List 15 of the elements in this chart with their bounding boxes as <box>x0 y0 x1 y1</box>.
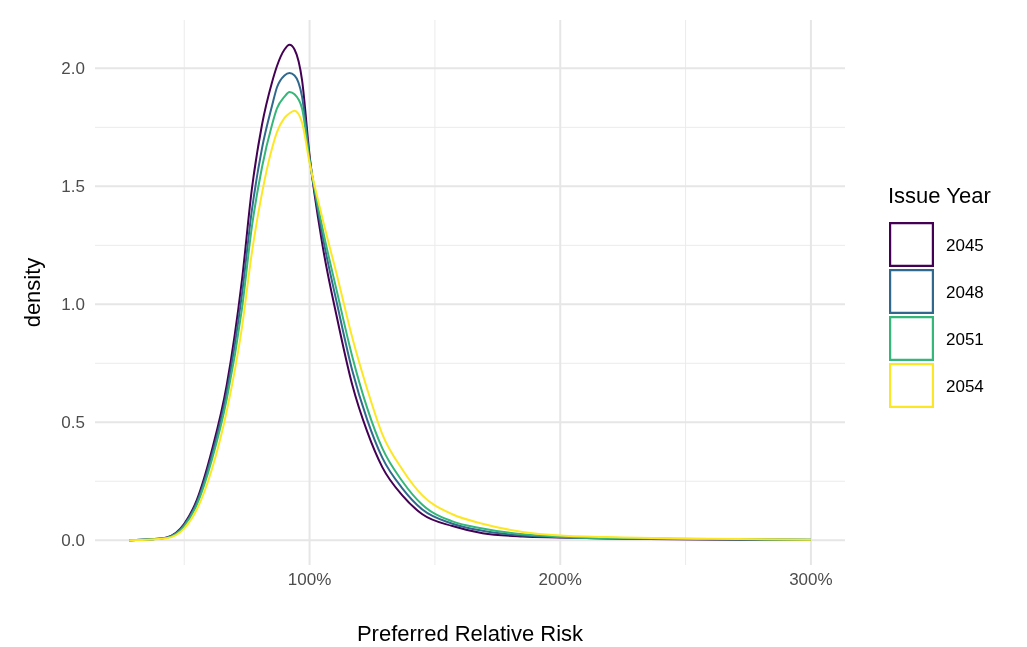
y-tick-label: 1.0 <box>61 295 85 315</box>
y-axis-title: density <box>20 257 45 328</box>
y-tick-label: 0.0 <box>61 531 85 551</box>
legend-label: 2048 <box>946 283 984 302</box>
x-axis-title: Preferred Relative Risk <box>356 621 585 646</box>
x-tick-label: 300% <box>789 570 833 589</box>
y-tick-label: 2.0 <box>61 59 85 79</box>
y-tick-label: 0.5 <box>61 413 85 433</box>
legend-label: 2054 <box>946 377 984 396</box>
x-tick-label: 100% <box>287 570 332 589</box>
legend-label: 2051 <box>946 330 984 349</box>
y-tick-label: 1.5 <box>61 177 85 197</box>
x-tick-label: 200% <box>538 570 582 589</box>
legend-label: 2045 <box>946 236 984 255</box>
legend-title: Issue Year <box>888 183 991 208</box>
